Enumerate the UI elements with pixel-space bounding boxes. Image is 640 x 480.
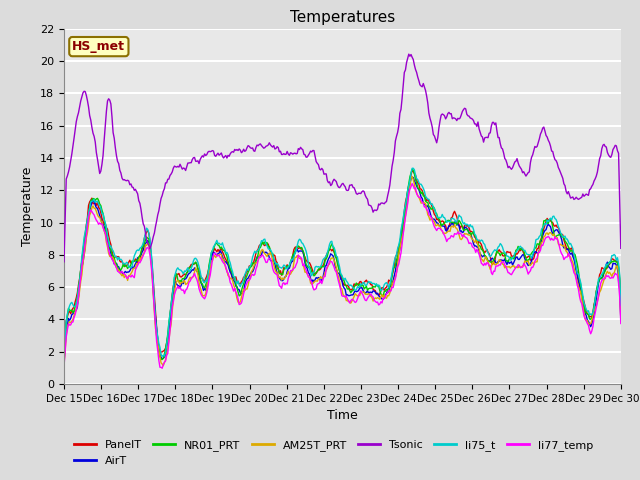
Legend: PanelT, AirT, NR01_PRT, AM25T_PRT, Tsonic, li75_t, li77_temp: PanelT, AirT, NR01_PRT, AM25T_PRT, Tsoni… (70, 436, 598, 470)
Text: HS_met: HS_met (72, 40, 125, 53)
Title: Temperatures: Temperatures (290, 10, 395, 25)
X-axis label: Time: Time (327, 409, 358, 422)
Y-axis label: Temperature: Temperature (22, 167, 35, 246)
